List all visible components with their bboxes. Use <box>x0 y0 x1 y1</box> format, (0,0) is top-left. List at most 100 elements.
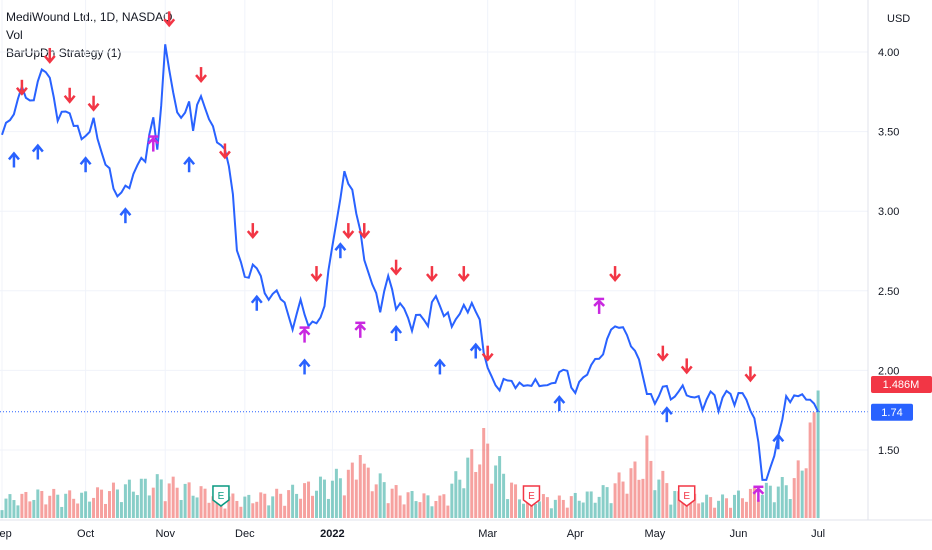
volume-bar <box>756 499 760 518</box>
strategy-markers <box>7 11 785 502</box>
volume-bar <box>311 495 315 518</box>
volume-indicator-label[interactable]: Vol <box>6 28 23 42</box>
price-line-series <box>1 44 819 481</box>
earnings-badge <box>677 485 696 507</box>
volume-bar <box>490 483 494 518</box>
volume-bar <box>454 471 458 518</box>
volume-bar <box>613 483 617 518</box>
volume-bar <box>458 479 462 518</box>
time-tick-label: Apr <box>567 528 584 540</box>
volume-bar <box>442 494 446 518</box>
volume-bar <box>318 476 322 518</box>
volume-bar <box>681 498 685 518</box>
strategy-up-arrow-head <box>553 395 566 404</box>
volume-bar <box>768 485 772 518</box>
price-axis[interactable]: 4.00 3.50 3.00 2.50 2.00 1.50 <box>878 47 899 457</box>
price-tick-label: 1.50 <box>878 445 899 457</box>
volume-bar <box>510 482 514 518</box>
time-axis[interactable]: Sep Oct Nov Dec 2022 Mar Apr May Jun Jul <box>0 528 825 540</box>
volume-bar <box>16 505 20 518</box>
strategy-up-arrow-head <box>31 143 44 153</box>
volume-bar <box>725 498 729 518</box>
volume-bar <box>645 435 649 518</box>
strategy-exit-head <box>752 487 765 495</box>
volume-bar <box>275 488 279 518</box>
volume-bar <box>80 492 84 518</box>
time-tick-label: Sep <box>0 528 12 540</box>
volume-bar <box>796 460 800 518</box>
volume-value-text: 1.486M <box>883 379 920 391</box>
volume-bar <box>641 478 645 518</box>
volume-bar <box>812 412 816 518</box>
volume-bar <box>362 463 366 518</box>
volume-bar <box>537 501 541 518</box>
volume-bar <box>478 464 482 518</box>
volume-bar <box>685 504 689 518</box>
volume-bar <box>585 491 589 518</box>
volume-bar <box>414 501 418 518</box>
time-tick-label: Oct <box>77 528 94 540</box>
volume-bar <box>462 488 466 518</box>
volume-bar <box>673 491 677 518</box>
time-tick-label: May <box>644 528 665 540</box>
volume-bar <box>748 488 752 518</box>
strategy-up-arrow-head <box>772 433 785 443</box>
volume-bar <box>255 501 259 518</box>
volume-bar <box>131 491 135 518</box>
volume-bar <box>438 495 442 518</box>
volume-bar <box>374 484 378 518</box>
symbol-title[interactable]: MediWound Ltd., 1D, NASDAQ <box>6 10 173 24</box>
volume-bar <box>776 486 780 518</box>
strategy-up-arrow-head <box>250 294 263 304</box>
volume-bar <box>100 489 104 518</box>
strategy-indicator-label[interactable]: BarUpDn Strategy (1) <box>6 46 122 60</box>
volume-bar <box>155 474 159 518</box>
volume-bar <box>259 492 263 518</box>
volume-bar <box>422 493 426 518</box>
strategy-up-arrow-head <box>7 151 20 161</box>
volume-bar <box>84 491 88 518</box>
strategy-exit-head <box>298 327 311 336</box>
strategy-exit-head <box>147 136 160 145</box>
volume-bar <box>211 496 215 518</box>
volume-bar <box>0 510 4 518</box>
volume-bar <box>76 503 80 518</box>
strategy-exit-head <box>354 323 367 331</box>
volume-bar <box>382 482 386 518</box>
strategy-up-arrow-head <box>79 156 92 166</box>
volume-bar <box>474 471 478 518</box>
volume-bar <box>506 499 510 518</box>
strategy-down-arrow-head <box>246 230 259 240</box>
volume-bar <box>151 487 155 518</box>
volume-bar <box>418 502 422 518</box>
volume-bar <box>303 483 307 518</box>
strategy-down-arrow-head <box>680 365 693 375</box>
volume-bar <box>314 490 318 518</box>
volume-bar <box>621 481 625 518</box>
volume-bar <box>139 478 143 518</box>
volume-bar <box>494 465 498 518</box>
volume-bar <box>816 390 820 518</box>
volume-bar <box>525 493 529 518</box>
volume-bar <box>64 493 68 518</box>
earnings-badge <box>212 485 230 507</box>
volume-bar <box>12 500 16 518</box>
earnings-label: E <box>218 491 225 502</box>
earnings-label: E <box>528 491 535 502</box>
volume-bar <box>283 505 287 518</box>
volume-bar <box>633 461 637 518</box>
volume-bar <box>577 500 581 518</box>
volume-bar <box>354 479 358 518</box>
volume-bar <box>406 492 410 518</box>
price-value-badge <box>871 403 913 421</box>
volume-bar <box>482 428 486 518</box>
volume-bar <box>697 503 701 518</box>
earnings-badge <box>522 485 541 507</box>
volume-bar <box>239 506 243 518</box>
volume-bar <box>330 480 334 518</box>
strategy-down-arrow-head <box>195 74 208 84</box>
volume-bar <box>48 495 52 518</box>
volume-bar <box>386 503 390 518</box>
